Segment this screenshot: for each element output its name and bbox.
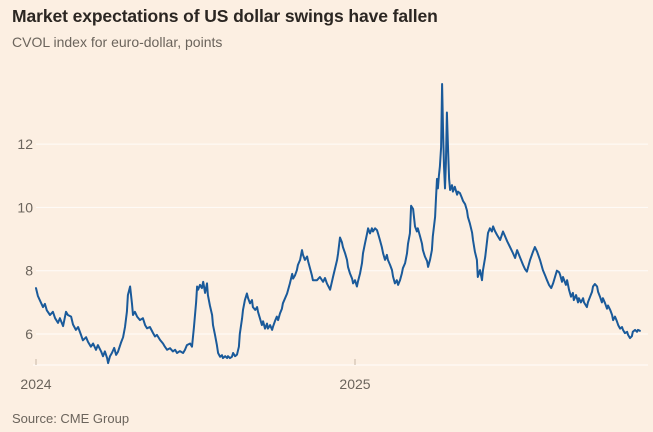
source-note: Source: CME Group xyxy=(12,411,130,426)
chart-subtitle: CVOL index for euro-dollar, points xyxy=(12,34,223,50)
x-axis-label-2025: 2025 xyxy=(339,376,370,392)
y-axis-label-10: 10 xyxy=(17,199,33,215)
cvol-line-series xyxy=(35,83,641,365)
y-axis-label-8: 8 xyxy=(25,263,33,279)
x-axis-label-2024: 2024 xyxy=(20,376,51,392)
y-axis-label-12: 12 xyxy=(17,136,33,152)
chart-title: Market expectations of US dollar swings … xyxy=(12,6,438,26)
y-axis-label-6: 6 xyxy=(25,326,33,342)
